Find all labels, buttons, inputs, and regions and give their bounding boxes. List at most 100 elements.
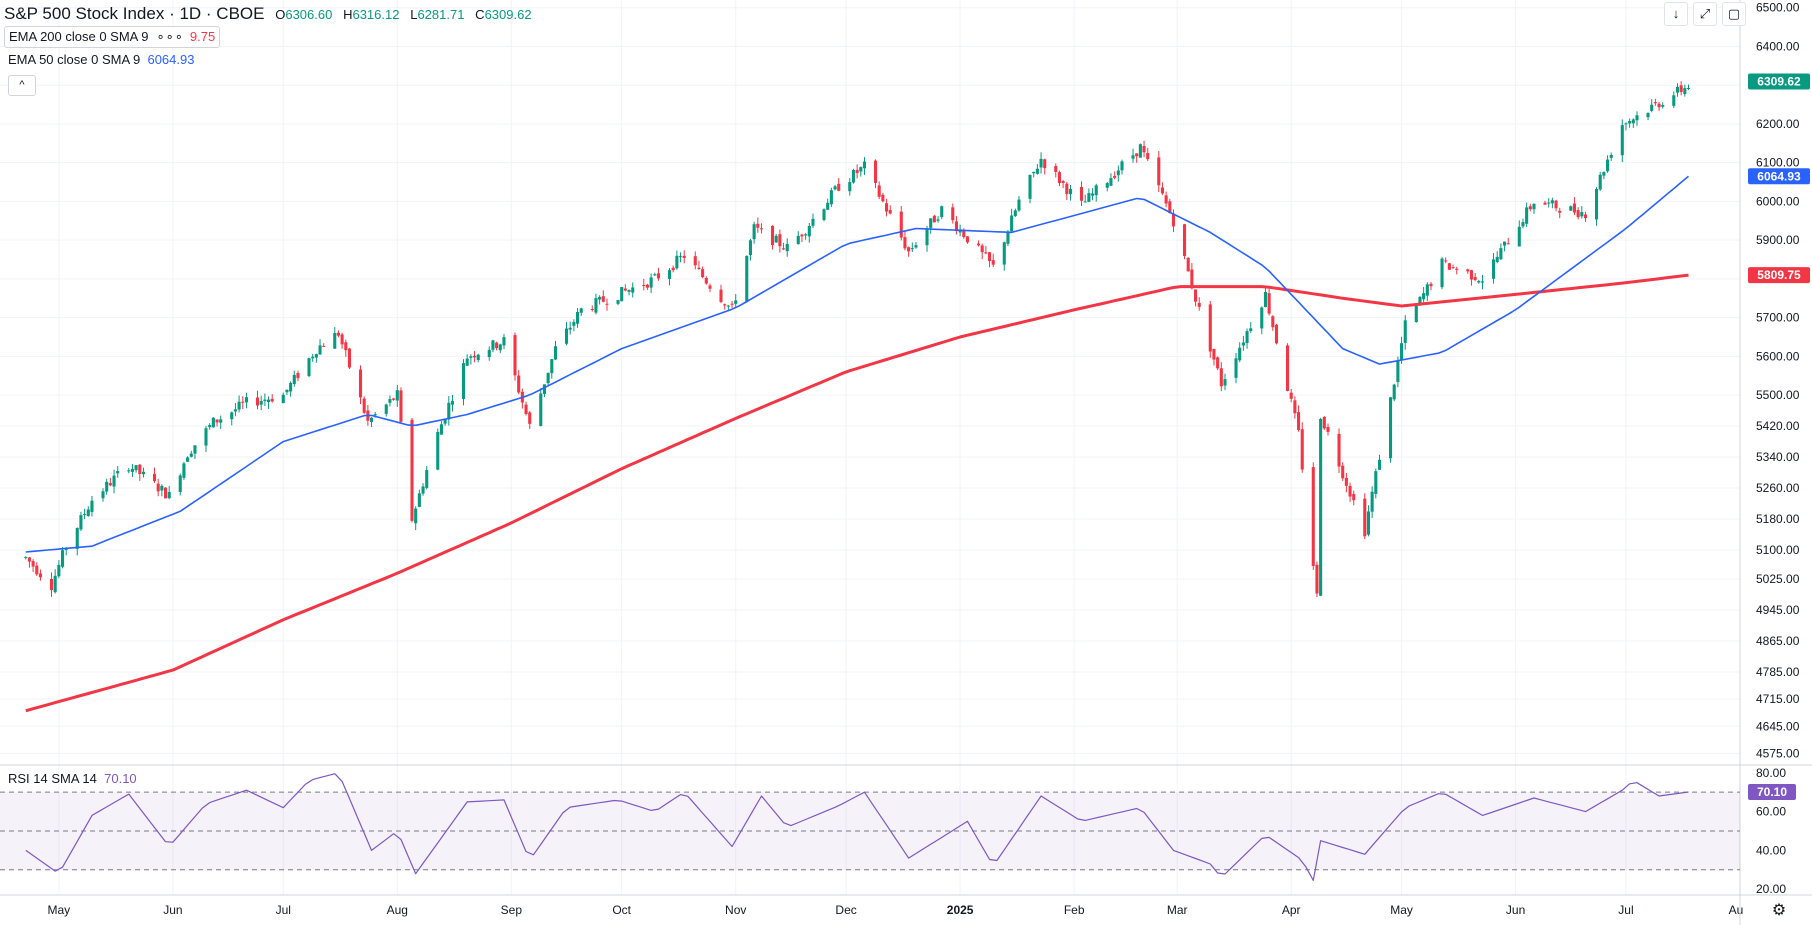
candle-body: [399, 390, 403, 422]
candle-body: [1002, 242, 1006, 265]
candle-body: [734, 300, 738, 304]
candle-body: [160, 485, 164, 491]
fullscreen-icon[interactable]: ⤢: [1693, 2, 1717, 26]
candle-body: [1054, 166, 1058, 172]
candle-body: [1414, 305, 1418, 323]
candle-body: [936, 219, 940, 221]
price-tick-label: 5180.00: [1756, 512, 1800, 526]
ema200-legend[interactable]: EMA 200 close 0 SMA 9 ∘∘∘ 9.75: [4, 26, 221, 48]
candle-body: [79, 515, 83, 530]
candle-body: [347, 348, 352, 368]
candle-body: [101, 491, 105, 499]
candle-body: [281, 394, 285, 404]
candle-body: [1238, 347, 1242, 361]
candle-body: [980, 245, 984, 253]
candle-body: [1065, 183, 1069, 194]
last-price-tag-bg: [1748, 73, 1810, 90]
candle-body: [75, 527, 79, 549]
candle-body: [756, 223, 760, 228]
candle-body: [951, 207, 955, 221]
candle-body: [1447, 263, 1451, 270]
candle-body: [105, 481, 109, 492]
candle-body: [447, 402, 451, 420]
rsi-tick-label: 60.00: [1756, 805, 1786, 819]
ema50-legend[interactable]: EMA 50 close 0 SMA 9 6064.93: [4, 50, 198, 70]
candle-body: [1646, 113, 1650, 118]
candle-body: [388, 399, 392, 403]
candle-body: [542, 384, 546, 394]
price-tick-label: 5600.00: [1756, 349, 1800, 363]
candle-body: [572, 321, 576, 326]
candle-body: [1672, 95, 1676, 106]
symbol-name[interactable]: S&P 500 Stock Index · 1D · CBOE: [4, 4, 265, 23]
candle-body: [988, 252, 992, 262]
candle-body: [1620, 125, 1624, 156]
screenshot-icon[interactable]: ▢: [1722, 2, 1746, 26]
candle-body: [1057, 172, 1061, 184]
candle-body: [1440, 258, 1444, 288]
rsi-legend[interactable]: RSI 14 SMA 14 70.10: [8, 771, 137, 786]
candle-body: [1547, 202, 1551, 204]
time-tick-label: Dec: [835, 903, 856, 917]
candle-body: [1131, 155, 1135, 159]
candle-body: [1517, 226, 1521, 247]
candle-body: [1322, 416, 1326, 429]
candle-body: [1319, 418, 1323, 596]
candle-body: [163, 487, 168, 499]
rsi-value-tag: 70.10: [1757, 785, 1787, 799]
time-tick-label: Jun: [1506, 903, 1525, 917]
candle-body: [1683, 88, 1687, 95]
candle-body: [1657, 103, 1661, 108]
collapse-legend-button[interactable]: ^: [8, 75, 36, 96]
more-options-icon[interactable]: ∘∘∘: [156, 29, 184, 44]
candle-body: [1260, 307, 1264, 329]
candle-body: [1113, 176, 1117, 178]
candle-body: [417, 493, 421, 507]
candle-body: [1116, 170, 1120, 176]
candle-body: [167, 491, 171, 499]
price-tick-label: 5900.00: [1756, 233, 1800, 247]
candle-body: [1315, 564, 1319, 594]
candle-body: [910, 248, 914, 250]
candle-body: [1223, 379, 1227, 386]
candle-body: [369, 417, 374, 423]
price-tick-label: 4575.00: [1756, 746, 1800, 760]
candle-body: [682, 255, 686, 259]
settings-gear-icon[interactable]: ⚙: [1771, 902, 1787, 919]
candle-body: [1521, 222, 1525, 227]
candle-body: [1105, 183, 1109, 188]
candle-body: [899, 211, 903, 238]
candle-body: [1455, 268, 1459, 270]
candle-body: [1400, 343, 1404, 361]
candle-body: [1289, 392, 1293, 399]
candle-body: [726, 305, 730, 307]
time-tick-label: Au: [1729, 903, 1744, 917]
candle-body: [1249, 328, 1253, 332]
candle-body: [1469, 270, 1474, 280]
candle-body: [421, 486, 425, 494]
price-tick-label: 6400.00: [1756, 39, 1800, 53]
candle-body: [605, 303, 609, 305]
candle-body: [704, 277, 708, 284]
candle-body: [873, 160, 878, 183]
candle-body: [358, 369, 363, 398]
candle-body: [1344, 477, 1348, 486]
price-tick-label: 6000.00: [1756, 194, 1800, 208]
candle-body: [645, 284, 649, 288]
down-arrow-icon[interactable]: ↓: [1664, 2, 1688, 26]
ema200-line: [25, 273, 1689, 713]
candle-body: [1352, 493, 1356, 501]
candle-body: [851, 169, 855, 183]
candle-body: [1550, 200, 1554, 204]
candle-body: [701, 269, 705, 278]
candle-body: [1219, 368, 1223, 387]
candle-body: [631, 287, 635, 293]
candle-body: [708, 285, 712, 289]
candle-body: [1164, 195, 1168, 204]
candle-body: [461, 363, 466, 399]
candle-body: [940, 206, 944, 217]
candle-body: [487, 349, 491, 358]
candle-body: [778, 234, 782, 247]
time-tick-label: Mar: [1167, 903, 1188, 917]
